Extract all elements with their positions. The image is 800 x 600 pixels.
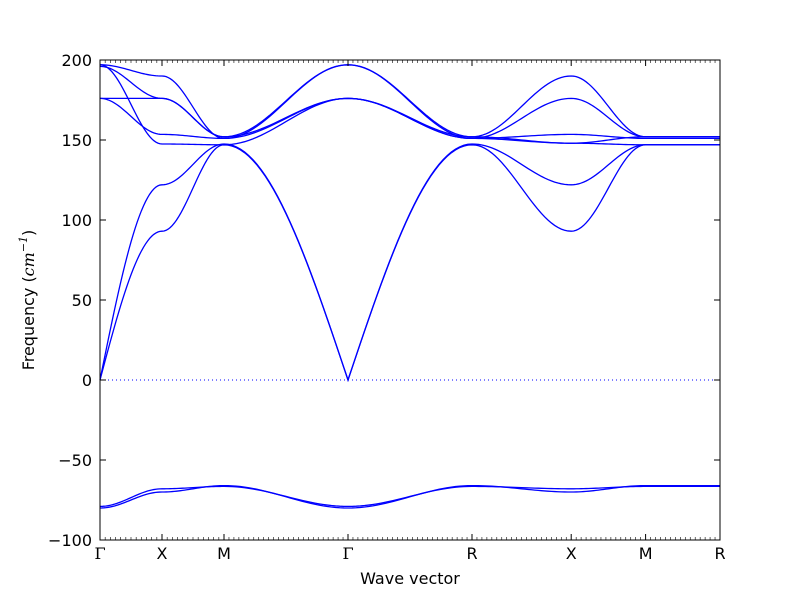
y-axis-label-suffix: ): [19, 230, 38, 236]
x-tick-label: X: [566, 544, 577, 563]
x-tick-label: M: [217, 544, 231, 563]
y-tick-label: 50: [72, 291, 92, 310]
y-tick-label: 100: [61, 211, 92, 230]
band-lines-layer: [99, 64, 720, 509]
x-tick-label: M: [639, 544, 653, 563]
y-axis-label-prefix: Frequency (: [19, 276, 38, 370]
band-line-6: [99, 144, 720, 383]
y-tick-label: −100: [48, 531, 92, 550]
y-axis-label: Frequency (cm−1): [17, 230, 38, 371]
plot-frame: [99, 59, 721, 541]
y-tick-label: 150: [61, 131, 92, 150]
band-line-9: [99, 485, 720, 508]
y-tick-label: 200: [61, 51, 92, 70]
x-tick-label: R: [466, 544, 477, 563]
x-tick-label: X: [157, 544, 168, 563]
y-axis-label-unit: cm: [19, 252, 38, 276]
band-line-7: [99, 64, 720, 146]
y-tick-label: 0: [82, 371, 92, 390]
x-axis-label: Wave vector: [360, 569, 460, 588]
band-line-5: [99, 143, 720, 383]
x-tick-label: Γ: [342, 544, 353, 563]
x-tick-label: Γ: [94, 544, 105, 563]
band-line-4: [100, 97, 720, 144]
x-tick-label: R: [714, 544, 725, 563]
y-tick-label: −50: [58, 451, 92, 470]
ticks-layer: −100 −50 0 50 100 150 200 Γ X M Γ R X M R: [48, 51, 726, 563]
y-axis-label-unit-exponent: −1: [17, 236, 30, 252]
